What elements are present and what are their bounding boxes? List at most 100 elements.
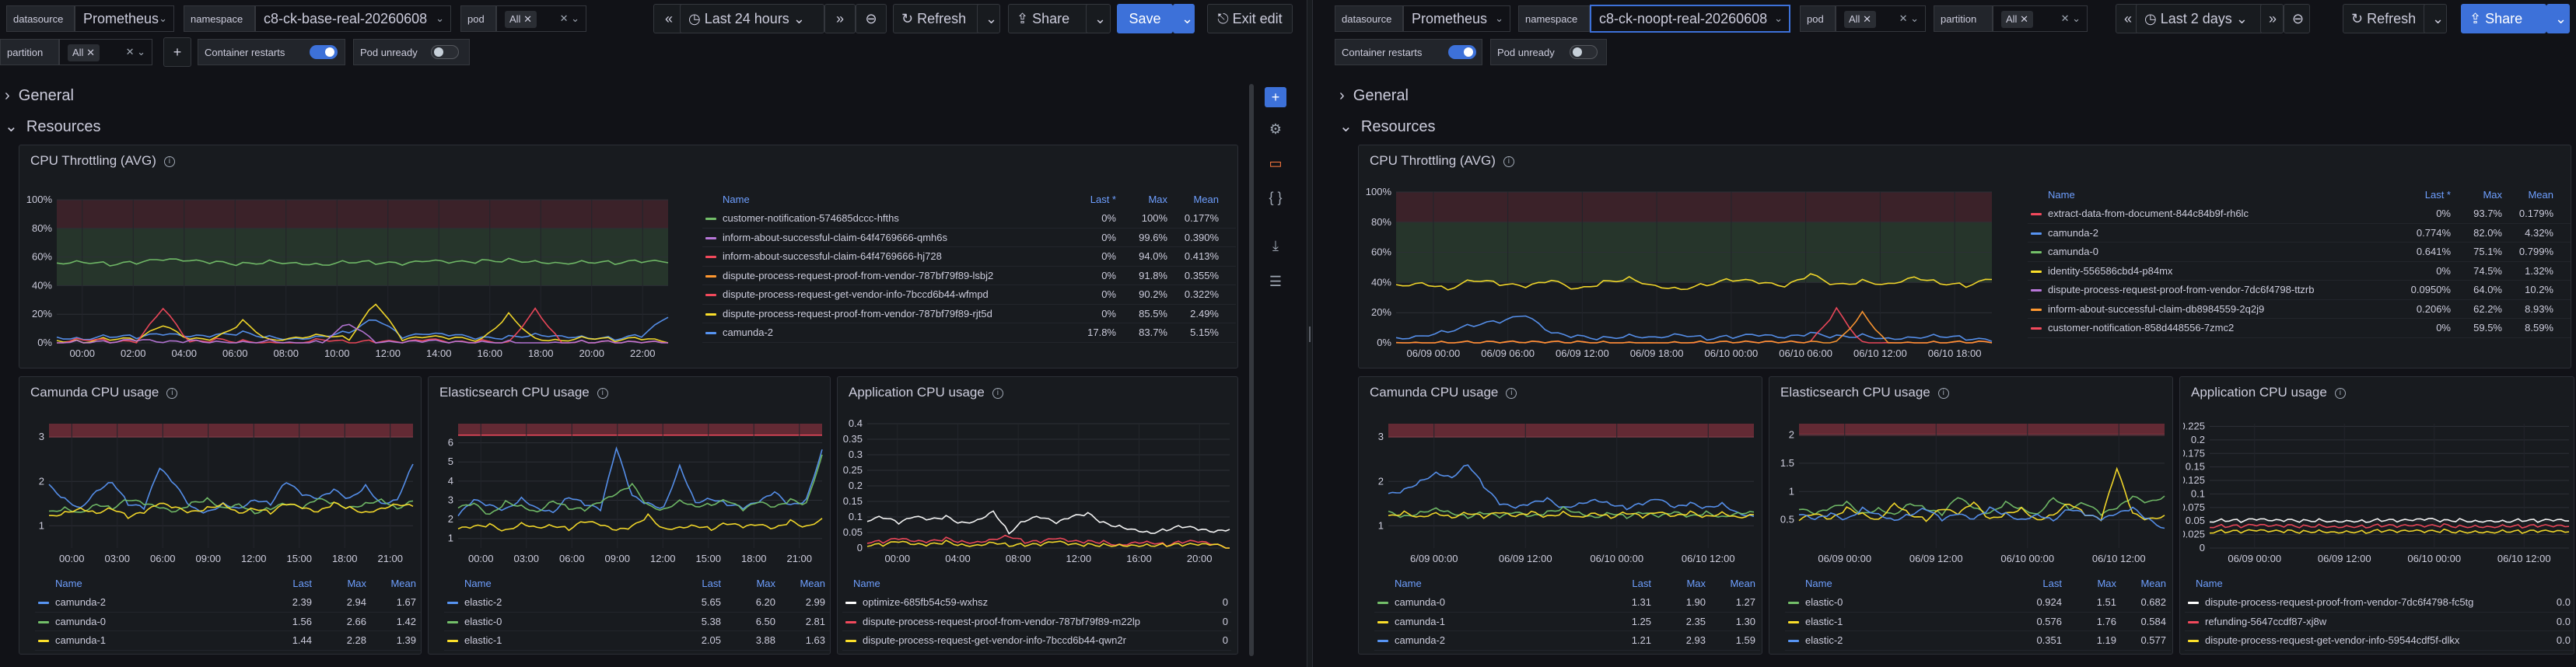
share-button[interactable]: ⇪ Share	[2461, 4, 2546, 33]
legend-col-last[interactable]: Last	[292, 578, 312, 589]
legend-row[interactable]: elastic-2 0.351 1.19 0.577	[1785, 631, 2171, 651]
legend-col-max[interactable]: Max	[1148, 194, 1167, 205]
time-back-button[interactable]: «	[653, 4, 684, 33]
legend-col-mean[interactable]: Mean	[1193, 194, 1219, 205]
legend-row[interactable]: elastic-0 0.924 1.51 0.682	[1785, 593, 2171, 613]
pod-select[interactable]: All ✕ ✕ ⌄	[496, 5, 586, 32]
zoom-out-button[interactable]: ⊖	[856, 4, 887, 33]
legend-row[interactable]: camunda-1 1.25 2.35 1.30	[1374, 613, 1760, 631]
legend-row[interactable]: elastic-1 0.576 1.76 0.584	[1785, 613, 2171, 631]
pod-select[interactable]: All ✕ ✕ ⌄	[1836, 5, 1926, 32]
legend-col-name[interactable]: Name	[1395, 578, 1422, 589]
legend-col-max[interactable]: Max	[347, 578, 366, 589]
legend-row[interactable]: customer-notification-574685dccc-hfths 0%…	[702, 209, 1236, 229]
info-icon[interactable]: i	[1937, 387, 1949, 399]
legend-col-last[interactable]: Last	[2042, 578, 2062, 589]
legend-col-mean[interactable]: Mean	[800, 578, 825, 589]
clear-icon[interactable]: ✕ ⌄	[125, 46, 145, 58]
comment-icon[interactable]: ▭	[1269, 155, 1283, 171]
share-menu-button[interactable]: ⌄	[1086, 4, 1111, 33]
scrollbar[interactable]	[1249, 84, 1254, 656]
legend-col-max[interactable]: Max	[1686, 578, 1706, 589]
legend-col-mean[interactable]: Mean	[1730, 578, 1755, 589]
elasticsearch-cpu-panel[interactable]: Elasticsearch CPU usage i 0.5 1 1.5 2 06/09 0…	[1769, 376, 2173, 655]
datasource-select[interactable]: Prometheus ⌄	[75, 5, 174, 32]
refresh-button[interactable]: ↻ Refresh	[2343, 4, 2427, 33]
info-icon[interactable]: i	[992, 387, 1003, 399]
camunda-cpu-panel[interactable]: Camunda CPU usage i 1 2 3 6/09 00:00 06/09 12…	[1358, 376, 1762, 655]
application-cpu-panel[interactable]: Application CPU usage i 0 0.025 0.05 0.075 0.…	[2179, 376, 2574, 655]
export-icon[interactable]: ⤓	[1272, 238, 1279, 253]
legend-col-name[interactable]: Name	[1805, 578, 1832, 589]
clear-icon[interactable]: ✕ ⌄	[559, 12, 579, 24]
info-icon[interactable]: i	[1503, 155, 1514, 167]
legend-row[interactable]: inform-about-successful-claim-64f4769666…	[702, 229, 1236, 247]
partition-chip[interactable]: All ✕	[2001, 11, 2033, 29]
legend-row[interactable]: camunda-0 0.641% 75.1% 0.799%	[2028, 243, 2571, 262]
legend-row[interactable]: dispute-process-request-proof-from-vendo…	[702, 267, 1236, 285]
pod-chip[interactable]: All ✕	[505, 11, 537, 29]
time-forward-button[interactable]: »	[2260, 4, 2284, 33]
time-forward-button[interactable]: »	[824, 4, 856, 33]
camunda-cpu-panel[interactable]: Camunda CPU usage i 1 2 3 00:00 03:00 06:00 09:…	[19, 376, 422, 655]
legend-col-name[interactable]: Name	[464, 578, 492, 589]
legend-row[interactable]: elastic-2 5.65 6.20 2.99	[444, 593, 830, 613]
legend-row[interactable]: dispute-process-request-proof-from-vendo…	[2028, 281, 2571, 300]
legend-col-max[interactable]: Max	[2483, 189, 2502, 201]
legend-col-name[interactable]: Name	[55, 578, 82, 589]
legend-row[interactable]: camunda-2 2.39 2.94 1.67	[35, 593, 421, 613]
legend-row[interactable]: dispute-process-request-proof-from-vendo…	[702, 305, 1236, 323]
partition-select[interactable]: All ✕ ✕ ⌄	[59, 39, 152, 65]
legend-row[interactable]: dispute-process-request-proof-from-vendo…	[842, 613, 1231, 631]
clear-icon[interactable]: ✕ ⌄	[2060, 12, 2081, 24]
legend-row[interactable]: dispute-process-request-get-vendor-info-…	[2185, 631, 2574, 651]
exit-edit-button[interactable]: ⎋ Exit edit	[1207, 4, 1293, 33]
legend-row[interactable]: inform-about-successful-claim-db8984559-…	[2028, 300, 2571, 319]
application-chart[interactable]: 0 0.05 0.1 0.15 0.2 0.25 0.3 0.35 0.4 00:00 04:00 0…	[841, 416, 1236, 602]
legend-col-mean[interactable]: Mean	[2140, 578, 2166, 589]
legend-row[interactable]: camunda-2 0.774% 82.0% 4.32%	[2028, 224, 2571, 243]
legend-row[interactable]: camunda-0 1.31 1.90 1.27	[1374, 593, 1760, 613]
info-icon[interactable]: i	[166, 387, 178, 399]
legend-col-name[interactable]: Name	[2048, 189, 2075, 201]
row-general[interactable]: › General	[5, 84, 74, 107]
legend-col-name[interactable]: Name	[2196, 578, 2223, 589]
info-icon[interactable]: i	[1506, 387, 1517, 399]
elasticsearch-chart[interactable]: 0.5 1 1.5 2 06/09 00:00 06/09 12:00 06/10 00:0…	[1773, 416, 2171, 602]
elasticsearch-chart[interactable]: 1 2 3 4 5 6 00:00 03:00 06:00 09:00 12:00 15:00 18:0…	[432, 416, 828, 602]
legend-col-max[interactable]: Max	[756, 578, 775, 589]
legend-col-name[interactable]: Name	[853, 578, 880, 589]
legend-col-mean[interactable]: Mean	[2528, 189, 2553, 201]
legend-row[interactable]: dispute-process-request-get-vendor-info-…	[842, 631, 1231, 651]
legend-row[interactable]: customer-notification-858d448556-7zmc2 0%…	[2028, 319, 2571, 338]
refresh-interval-button[interactable]: ⌄	[2424, 4, 2447, 33]
time-back-button[interactable]: «	[2116, 4, 2139, 33]
info-icon[interactable]: i	[597, 387, 608, 399]
pod-unready-toggle[interactable]	[1570, 45, 1598, 59]
legend-col-last[interactable]: Last	[702, 578, 721, 589]
legend-row[interactable]: optimize-685fb54c59-wxhsz 0	[842, 593, 1231, 613]
legend-row[interactable]: inform-about-successful-claim-64f4769666…	[702, 247, 1236, 267]
pane-splitter[interactable]	[1307, 0, 1313, 667]
add-variable-button[interactable]: +	[163, 37, 191, 67]
outline-icon[interactable]: ☰	[1269, 274, 1283, 289]
settings-icon[interactable]: ⚙	[1269, 121, 1283, 137]
namespace-select[interactable]: c8-ck-noopt-real-20260608 ⌄	[1590, 5, 1790, 33]
cpu-throttling-panel[interactable]: CPU Throttling (AVG) i 0% 20% 40% 60% 80% 100%…	[1358, 145, 2571, 368]
save-button[interactable]: Save	[1117, 4, 1173, 33]
legend-row[interactable]: camunda-0 1.56 2.66 1.42	[35, 613, 421, 631]
throttling-chart[interactable]: 0% 20% 40% 60% 80% 100% 00:00 02:00 04:00 06:00 08…	[23, 192, 684, 368]
camunda-chart[interactable]: 1 2 3 6/09 00:00 06/09 12:00 06/10 00:00 06/10…	[1362, 416, 1760, 602]
clear-icon[interactable]: ✕ ⌄	[1899, 12, 1919, 24]
application-cpu-panel[interactable]: Application CPU usage i 0 0.05 0.1 0.15 0.2 0.…	[837, 376, 1238, 655]
legend-row[interactable]: refunding-5647ccdf87-xj8w 0.0	[2185, 613, 2574, 631]
legend-row[interactable]: identity-556586cbd4-p84mx 0% 74.5% 1.32%	[2028, 262, 2571, 281]
save-menu-button[interactable]: ⌄	[1173, 4, 1195, 33]
legend-col-name[interactable]: Name	[723, 194, 750, 205]
container-restarts-toggle[interactable]	[310, 45, 338, 59]
share-menu-button[interactable]: ⌄	[2546, 4, 2570, 33]
add-panel-icon[interactable]: +	[1265, 87, 1286, 107]
camunda-chart[interactable]: 1 2 3 00:00 03:00 06:00 09:00 12:00 15:00 18:00 21…	[23, 416, 419, 602]
legend-col-last[interactable]: Last *	[2424, 189, 2451, 201]
